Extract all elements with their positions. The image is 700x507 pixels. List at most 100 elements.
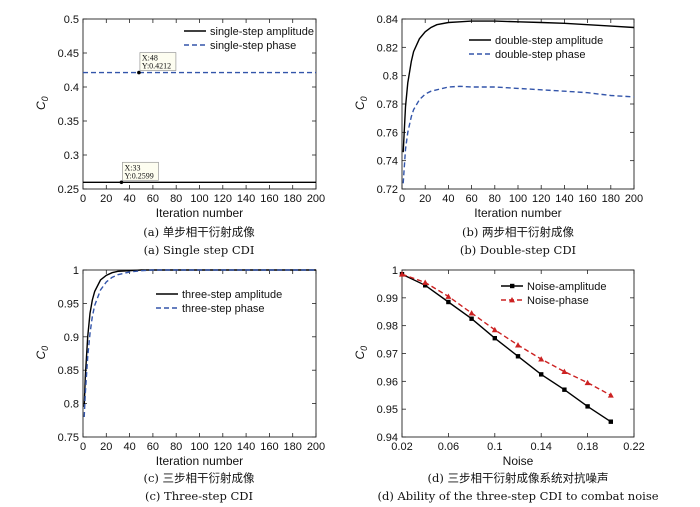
datatip-x-text: X:48 — [142, 54, 158, 63]
y-axis-label-sub: 0 — [40, 96, 50, 101]
data-point-marker — [491, 326, 498, 333]
data-point-marker — [515, 342, 521, 348]
x-tick-label: 0 — [80, 441, 86, 453]
y-axis-label-sub: 0 — [359, 346, 369, 351]
caption-chinese: (a) 单步相干衍射成像 — [143, 225, 255, 239]
y-tick-label: 0.99 — [377, 293, 398, 305]
x-tick-label: 80 — [170, 193, 182, 205]
x-tick-label: 180 — [602, 193, 620, 205]
series-line-1 — [83, 269, 316, 407]
x-tick-label: 0 — [399, 193, 405, 205]
y-axis-label: C0 — [34, 346, 50, 360]
legend-label-2: single-step phase — [210, 40, 296, 52]
x-tick-label: 180 — [284, 441, 302, 453]
y-tick-label: 0.95 — [58, 298, 79, 310]
x-tick-label: 20 — [100, 193, 112, 205]
data-point-marker — [468, 310, 475, 316]
series-line-1 — [401, 273, 612, 423]
data-point-marker — [608, 419, 613, 424]
x-tick-label: 160 — [260, 441, 278, 453]
y-axis-label: C0 — [353, 346, 369, 360]
y-tick-label: 0.3 — [64, 150, 79, 162]
caption-english: (c) Three-step CDI — [145, 489, 253, 503]
data-point-marker — [469, 316, 474, 321]
legend-label-2: three-step phase — [182, 303, 265, 315]
x-tick-label: 200 — [307, 193, 325, 205]
y-tick-label: 1 — [73, 265, 79, 277]
y-axis-label-main: C — [34, 351, 48, 360]
data-point-marker — [492, 335, 497, 341]
x-axis-label: Iteration number — [156, 206, 243, 220]
data-point-marker — [561, 368, 568, 374]
chart-panel-c: 0 20 40 60 80 100 120 140 160 180 200 0.75 0.8 0.85 0.… — [34, 265, 325, 503]
datatip-x-text: X:33 — [124, 163, 140, 172]
chart-panel-a: 0 20 40 60 80 100 120 140 160 180 200 0.25 0.3 0.35 0.… — [34, 14, 325, 257]
chart-panel-d: 0.02 0.06 0.1 0.14 0.18 0.22 0.94 0.95 0.96 0.97 0… — [353, 265, 659, 503]
x-tick-label: 140 — [555, 193, 573, 205]
series-line-2 — [402, 85, 635, 184]
caption-chinese: (b) 两步相干衍射成像 — [462, 225, 574, 239]
caption-english: (a) Single step CDI — [144, 243, 255, 257]
x-tick-label: 140 — [237, 193, 255, 205]
data-point-marker — [399, 271, 405, 277]
legend-marker — [510, 283, 515, 289]
y-tick-label: 0.25 — [58, 184, 79, 196]
legend-marker — [509, 297, 515, 303]
x-tick-label: 160 — [578, 193, 596, 205]
data-point-marker — [422, 279, 429, 285]
datatip-box — [139, 52, 177, 71]
x-tick-label: 40 — [123, 193, 135, 205]
x-tick-label: 80 — [170, 441, 182, 453]
x-tick-label: 40 — [442, 193, 454, 205]
plot-frame — [401, 269, 635, 438]
x-tick-label: 0.18 — [577, 441, 598, 453]
y-tick-label: 1 — [392, 265, 398, 277]
x-tick-label: 0.14 — [530, 441, 551, 453]
y-tick-label: 0.75 — [58, 432, 79, 444]
y-tick-label: 0.82 — [377, 42, 398, 54]
x-tick-label: 0.02 — [391, 441, 412, 453]
caption-english: (b) Double-step CDI — [460, 243, 576, 257]
x-axis-label: Iteration number — [156, 454, 243, 468]
x-tick-label: 120 — [214, 441, 232, 453]
y-tick-label: 0.94 — [377, 432, 398, 444]
x-tick-label: 60 — [465, 193, 477, 205]
y-tick-label: 0.85 — [58, 365, 79, 377]
series-line-2 — [83, 269, 316, 418]
x-axis-label: Iteration number — [474, 206, 561, 220]
data-point-marker — [562, 387, 567, 392]
y-tick-label: 0.5 — [64, 14, 79, 26]
y-axis-label-main: C — [353, 351, 367, 360]
data-point-marker — [607, 392, 614, 398]
legend-label-1: Noise-amplitude — [527, 281, 606, 293]
data-point-marker — [423, 283, 428, 288]
data-point-marker — [538, 356, 545, 362]
x-axis-label: Noise — [503, 454, 534, 468]
x-tick-label: 180 — [284, 193, 302, 205]
x-tick-label: 80 — [489, 193, 501, 205]
datatip-y-text: Y:0.4212 — [142, 62, 171, 71]
y-tick-label: 0.72 — [377, 184, 398, 196]
y-tick-label: 0.8 — [64, 399, 79, 411]
series-line-1 — [402, 20, 635, 153]
y-tick-label: 0.45 — [58, 48, 79, 60]
x-tick-label: 100 — [509, 193, 527, 205]
y-tick-label: 0.8 — [383, 71, 398, 83]
y-axis-label-sub: 0 — [359, 96, 369, 101]
data-point-marker — [539, 372, 544, 377]
y-tick-label: 0.9 — [64, 332, 79, 344]
x-tick-label: 40 — [123, 441, 135, 453]
datatip-y-text: Y:0.2599 — [124, 171, 153, 180]
y-tick-label: 0.96 — [377, 376, 398, 388]
series-line-2 — [401, 273, 612, 396]
legend-label-2: Noise-phase — [527, 295, 589, 307]
datatip-marker — [119, 180, 124, 185]
x-tick-label: 0.1 — [487, 441, 502, 453]
x-tick-label: 0 — [80, 193, 86, 205]
x-tick-label: 160 — [260, 193, 278, 205]
x-tick-label: 0.22 — [623, 441, 644, 453]
y-tick-label: 0.95 — [377, 404, 398, 416]
legend-label-1: three-step amplitude — [182, 289, 282, 301]
y-tick-label: 0.76 — [377, 127, 398, 139]
